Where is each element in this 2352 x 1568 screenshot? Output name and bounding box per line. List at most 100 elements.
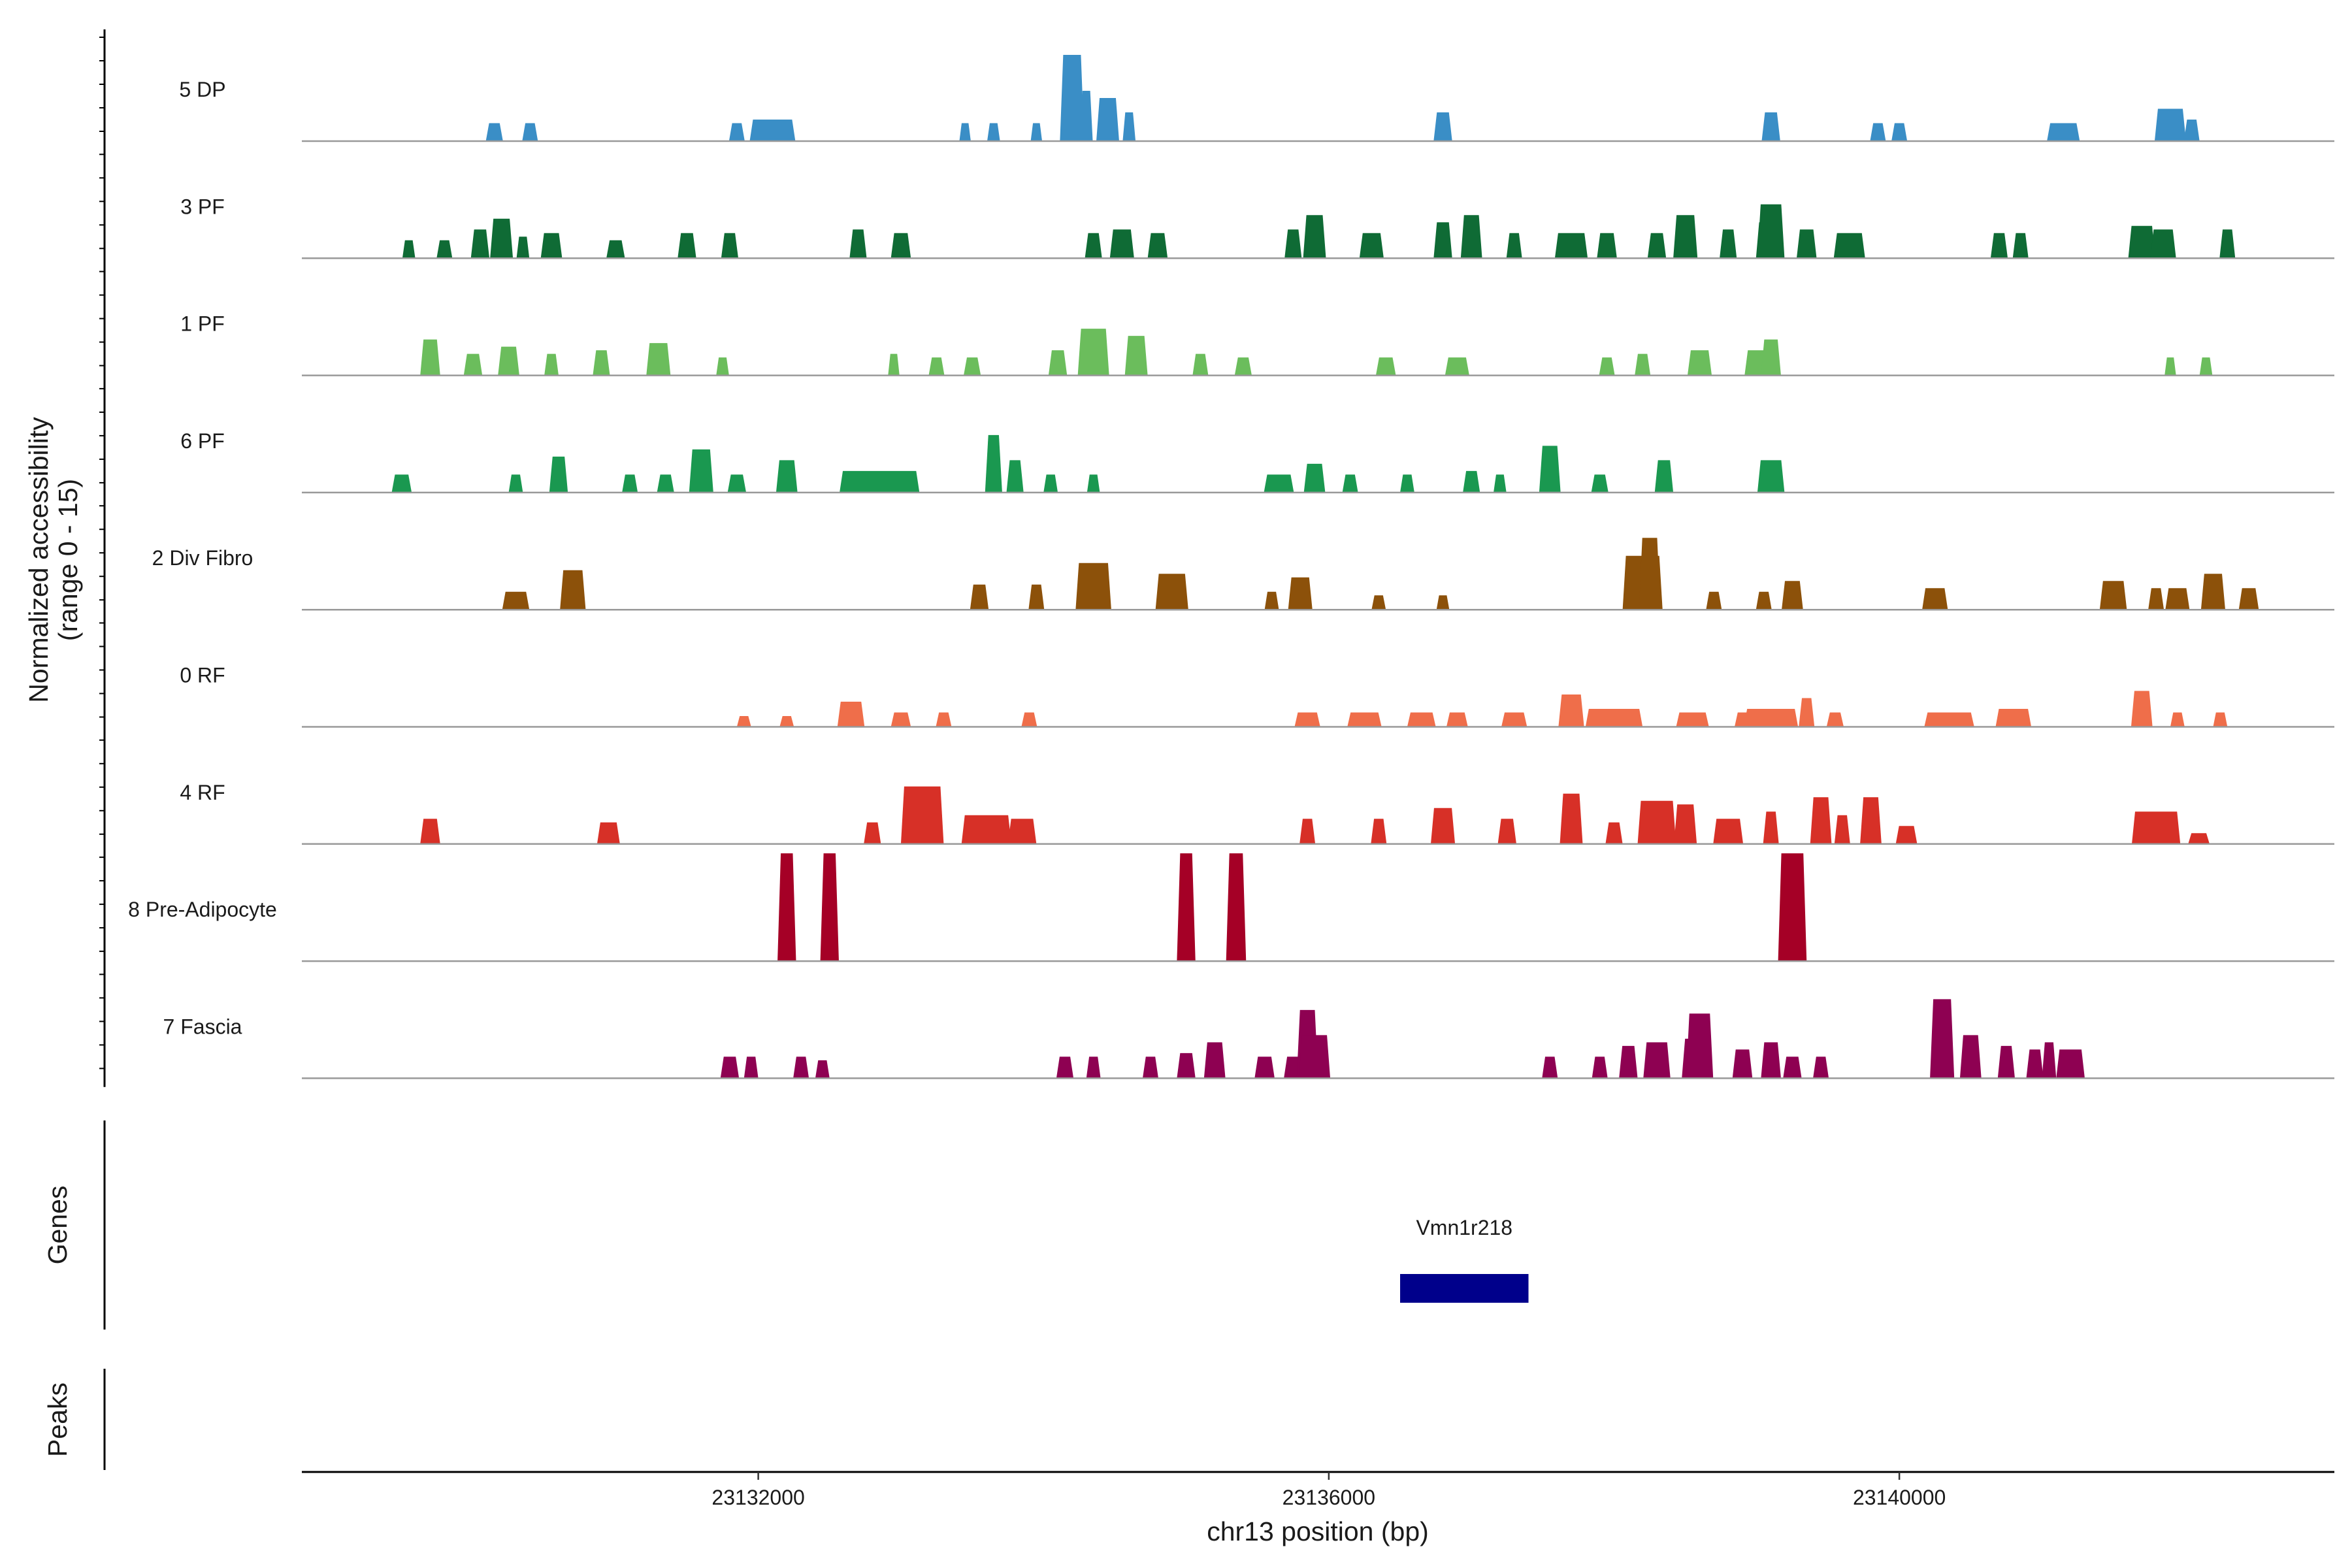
track-5: 2 Div Fibro xyxy=(99,505,2334,611)
coverage-peak xyxy=(1924,712,1974,727)
coverage-peak xyxy=(1288,577,1313,610)
coverage-peak xyxy=(1676,712,1709,727)
coverage-peak xyxy=(1637,800,1676,844)
coverage-peak xyxy=(1813,1056,1829,1079)
coverage-peak xyxy=(1647,233,1667,259)
coverage-peak xyxy=(2148,588,2164,610)
coverage-peak xyxy=(1177,853,1196,962)
y-axis-label-line1: Normalized accessibility xyxy=(24,417,54,703)
coverage-peak xyxy=(1643,1042,1671,1079)
coverage-peak xyxy=(1303,215,1326,259)
coverage-peak xyxy=(2131,811,2181,844)
x-ticks: 23132000 23136000 23140000 xyxy=(711,1472,1946,1509)
coverage-peak xyxy=(1501,712,1527,727)
coverage-peak xyxy=(749,120,796,141)
coverage-peak xyxy=(1732,1049,1753,1079)
coverage-peak xyxy=(1048,350,1068,376)
coverage-peak xyxy=(837,702,865,727)
coverage-peak xyxy=(776,460,798,493)
coverage-peak xyxy=(779,716,794,727)
coverage-peak xyxy=(1687,350,1712,376)
coverage-peak xyxy=(1635,353,1651,376)
coverage-peak xyxy=(470,229,490,259)
coverage-peak xyxy=(420,339,440,376)
coverage-peak xyxy=(2199,357,2213,376)
y-axis-label-line2: (range 0 - 15) xyxy=(53,479,83,641)
coverage-peak xyxy=(1142,1056,1158,1079)
coverage-peak xyxy=(1407,712,1436,727)
coverage-peak xyxy=(1930,999,1955,1079)
coverage-peak xyxy=(849,229,867,259)
coverage-peak xyxy=(1124,336,1148,376)
coverage-peak xyxy=(970,584,989,610)
coverage-peak xyxy=(890,233,911,259)
coverage-peak xyxy=(1860,797,1882,844)
coverage-peak xyxy=(1096,98,1119,141)
coverage-peak xyxy=(646,343,671,376)
coverage-peak xyxy=(1895,826,1918,844)
coverage-peak xyxy=(1870,123,1886,141)
coverage-peak xyxy=(1560,793,1583,844)
coverage-peak xyxy=(1720,229,1737,259)
coverage-peak xyxy=(508,474,523,493)
coverage-peak xyxy=(540,233,563,259)
coverage-peak xyxy=(1506,233,1522,259)
coverage-peak xyxy=(1433,112,1452,141)
coverage-peak xyxy=(391,474,412,493)
coverage-peak xyxy=(1654,460,1674,493)
coverage-peak xyxy=(1592,1056,1608,1079)
coverage-peak xyxy=(1359,233,1384,259)
coverage-peak xyxy=(720,1056,740,1079)
coverage-peak xyxy=(606,240,625,259)
coverage-peak xyxy=(1043,474,1058,493)
track-label: 7 Fascia xyxy=(163,1015,242,1038)
coverage-peak xyxy=(1085,233,1102,259)
coverage-peak xyxy=(727,474,747,493)
coverage-peak xyxy=(2164,357,2176,376)
coverage-peak xyxy=(1226,853,1247,962)
track-9: 7 Fascia xyxy=(99,973,2334,1079)
coverage-peak xyxy=(2154,108,2186,141)
coverage-peak xyxy=(1891,123,1908,141)
coverage-peak xyxy=(1799,698,1815,727)
coverage-peak xyxy=(1264,474,1294,493)
coverage-peak xyxy=(593,350,610,376)
coverage-peak xyxy=(1834,815,1850,844)
coverage-peak xyxy=(485,123,503,141)
coverage-peak xyxy=(2183,120,2200,141)
coverage-peak xyxy=(1203,1042,1226,1079)
coverage-peak xyxy=(1400,474,1414,493)
coverage-peak xyxy=(728,123,745,141)
coverage-peak xyxy=(596,822,620,844)
coverage-peak xyxy=(549,456,568,493)
coverage-peak xyxy=(1761,1042,1781,1079)
coverage-peak xyxy=(1460,215,1482,259)
coverage-tracks: 5 DP 3 PF 1 PF 6 PF 2 Div Fibro 0 RF 4 RF 8 Pre… xyxy=(99,37,2334,1079)
coverage-peak xyxy=(1591,474,1609,493)
track-label: 2 Div Fibro xyxy=(152,546,253,570)
coverage-peak xyxy=(820,853,839,962)
coverage-peak xyxy=(1585,709,1643,727)
coverage-peak xyxy=(522,123,538,141)
coverage-peak xyxy=(1605,822,1623,844)
coverage-peak xyxy=(1284,229,1302,259)
coverage-peak xyxy=(2042,1042,2057,1079)
coverage-peak xyxy=(1990,233,2008,259)
coverage-peak xyxy=(1436,595,1450,610)
coverage-peak xyxy=(864,822,881,844)
gene-body xyxy=(1400,1274,1529,1303)
coverage-peak xyxy=(1922,588,1948,610)
coverage-peak xyxy=(490,218,514,259)
coverage-peak xyxy=(2047,123,2080,141)
coverage-peak xyxy=(1294,712,1320,727)
coverage-peak xyxy=(1147,233,1168,259)
coverage-peak xyxy=(1007,819,1037,844)
coverage-peak xyxy=(1542,1056,1558,1079)
coverage-peak xyxy=(1639,538,1661,610)
coverage-peak xyxy=(1446,712,1468,727)
coverage-peak xyxy=(716,357,729,376)
coverage-peak xyxy=(689,449,713,493)
coverage-peak xyxy=(2170,712,2185,727)
coverage-peak xyxy=(1833,233,1865,259)
coverage-peak xyxy=(721,233,739,259)
